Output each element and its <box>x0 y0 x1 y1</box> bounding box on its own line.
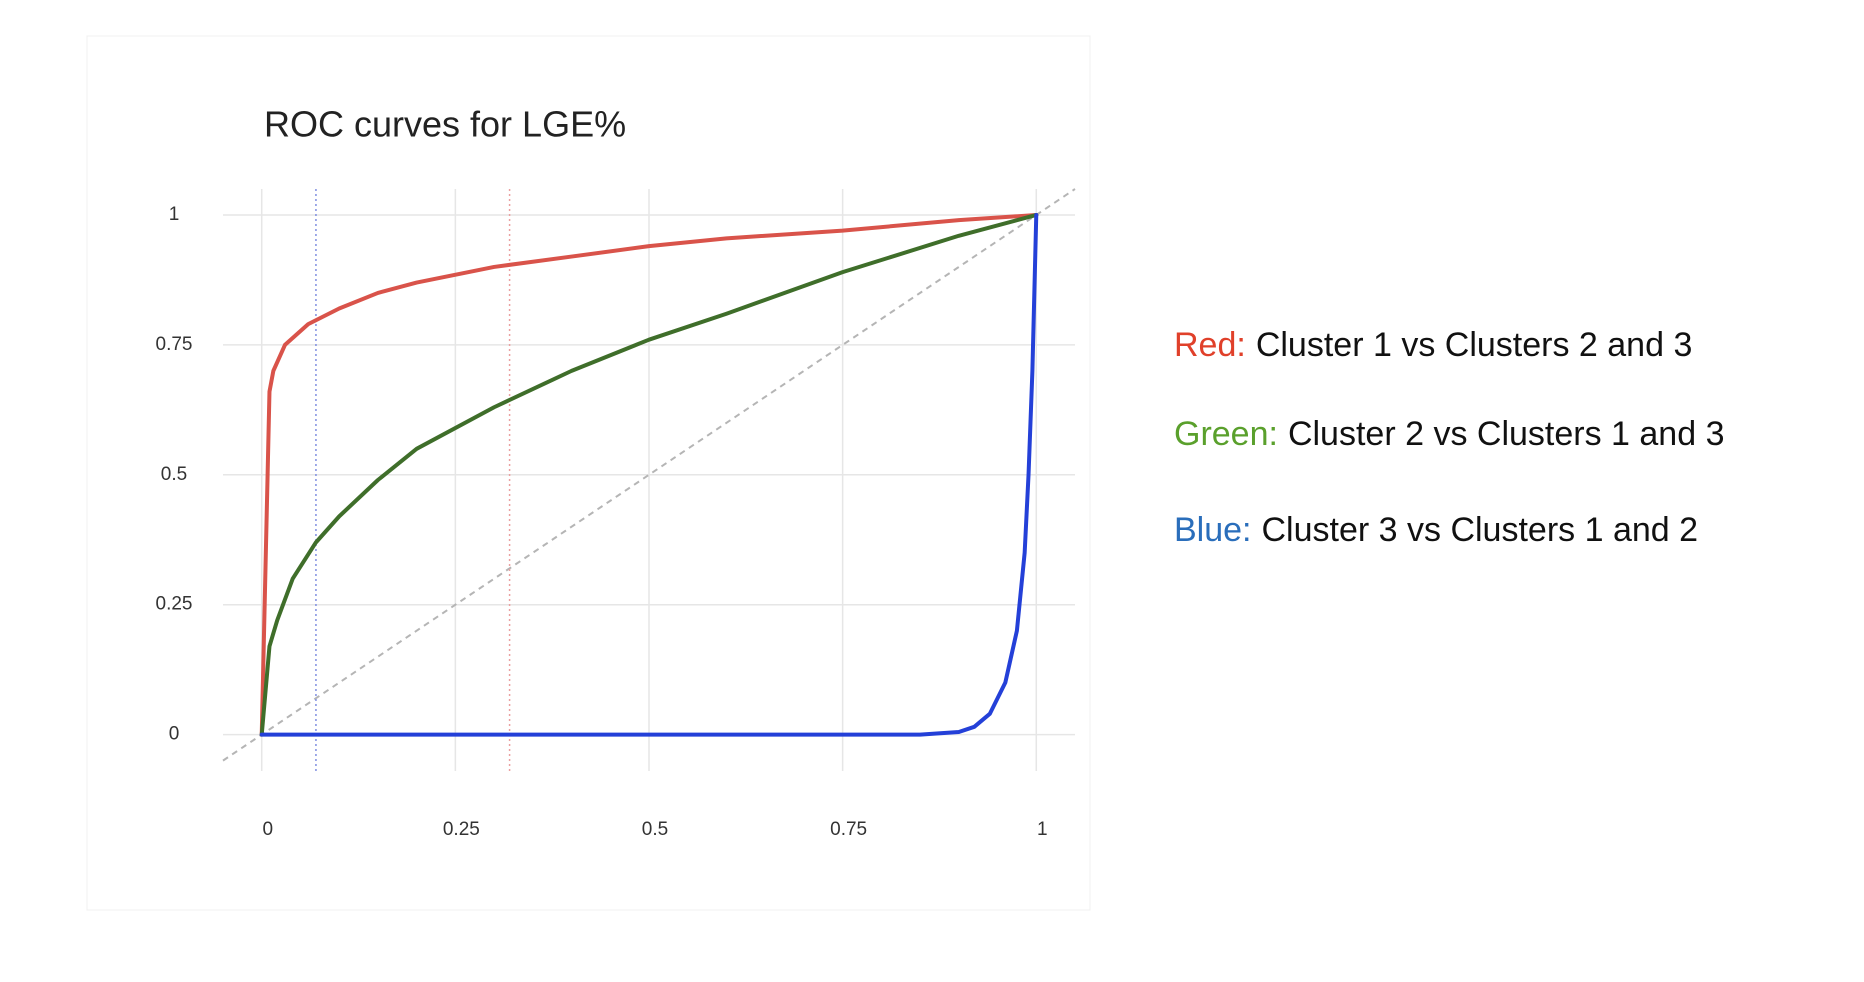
roc-curve <box>259 212 1039 737</box>
x-tick-label: 0.25 <box>443 819 480 840</box>
x-tick-label: 0 <box>262 819 273 840</box>
legend-entry: Blue: Cluster 3 vs Clusters 1 and 2 <box>1174 511 1698 549</box>
chart-title: ROC curves for LGE% <box>264 104 626 145</box>
x-tick-label: 1 <box>1037 819 1048 840</box>
legend-prefix: Green: <box>1174 415 1278 453</box>
x-tick-label: 0.5 <box>642 819 668 840</box>
roc-curve <box>259 212 1039 737</box>
y-tick-label: 0.5 <box>161 464 187 485</box>
x-tick-label: 0.75 <box>830 819 867 840</box>
legend-label: Cluster 1 vs Clusters 2 and 3 <box>1256 326 1693 364</box>
y-tick-label: 0 <box>169 724 180 745</box>
legend-label: Cluster 3 vs Clusters 1 and 2 <box>1262 511 1699 549</box>
chart-panel <box>86 35 1091 911</box>
legend-entry: Red: Cluster 1 vs Clusters 2 and 3 <box>1174 326 1692 364</box>
legend-label: Cluster 2 vs Clusters 1 and 3 <box>1288 415 1725 453</box>
reference-diagonal <box>222 188 1076 762</box>
y-tick-label: 0.75 <box>156 334 193 355</box>
y-tick-label: 1 <box>169 204 180 225</box>
legend-entry: Green: Cluster 2 vs Clusters 1 and 3 <box>1174 415 1724 453</box>
y-tick-label: 0.25 <box>156 594 193 615</box>
legend-prefix: Red: <box>1174 326 1246 364</box>
roc-curve <box>259 212 1039 737</box>
legend-prefix: Blue: <box>1174 511 1252 549</box>
